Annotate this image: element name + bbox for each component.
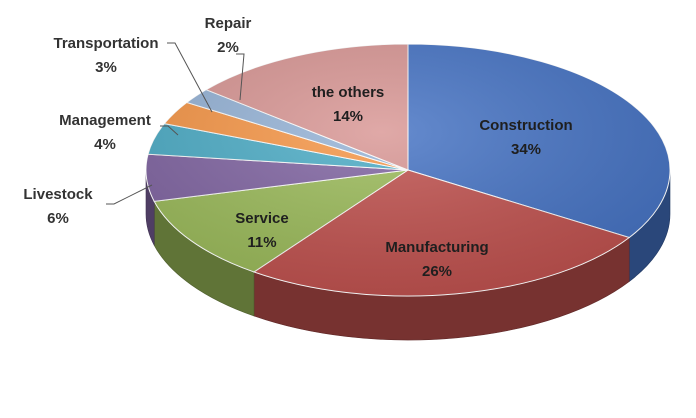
leader-line-livestock [106, 184, 153, 205]
slice-value-the-others: 14% [333, 108, 363, 125]
slice-value-livestock: 6% [47, 210, 69, 227]
slice-value-management: 4% [94, 136, 116, 153]
slice-labels: Construction 34% Manufacturing 26% Service 11… [23, 15, 572, 280]
slice-label-manufacturing: Manufacturing [385, 239, 488, 256]
pie-shading [146, 44, 670, 296]
leader-line-transportation [167, 42, 213, 113]
slice-label-repair: Repair [205, 15, 252, 32]
slice-label-management: Management [59, 112, 151, 129]
slice-label-service: Service [235, 210, 288, 227]
leader-lines [106, 42, 245, 205]
slice-value-service: 11% [247, 234, 276, 251]
slice-value-construction: 34% [511, 141, 541, 158]
slice-value-manufacturing: 26% [422, 263, 452, 280]
slice-label-livestock: Livestock [23, 186, 93, 203]
pie-top-gloss [146, 44, 670, 296]
leader-line-repair [236, 53, 245, 101]
leader-line-management [160, 125, 179, 136]
slice-label-transportation: Transportation [53, 35, 158, 52]
slice-label-construction: Construction [479, 117, 572, 134]
slice-value-transportation: 3% [95, 59, 117, 76]
pie-side-walls [145, 169, 671, 341]
slice-label-the-others: the others [312, 84, 385, 101]
slice-value-repair: 2% [217, 39, 239, 56]
